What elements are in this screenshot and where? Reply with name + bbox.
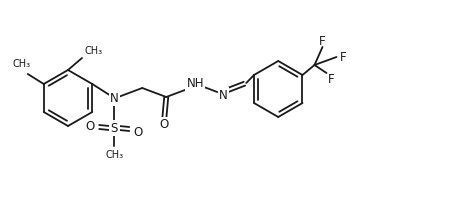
Text: O: O (134, 125, 143, 138)
Text: F: F (328, 73, 335, 85)
Text: N: N (219, 89, 228, 102)
Text: CH₃: CH₃ (85, 46, 103, 56)
Text: NH: NH (186, 76, 204, 89)
Text: F: F (340, 50, 347, 63)
Text: O: O (86, 119, 95, 132)
Text: CH₃: CH₃ (105, 150, 123, 160)
Text: N: N (110, 91, 118, 104)
Text: O: O (160, 118, 169, 131)
Text: CH₃: CH₃ (13, 59, 31, 69)
Text: S: S (111, 122, 118, 135)
Text: F: F (319, 34, 326, 48)
